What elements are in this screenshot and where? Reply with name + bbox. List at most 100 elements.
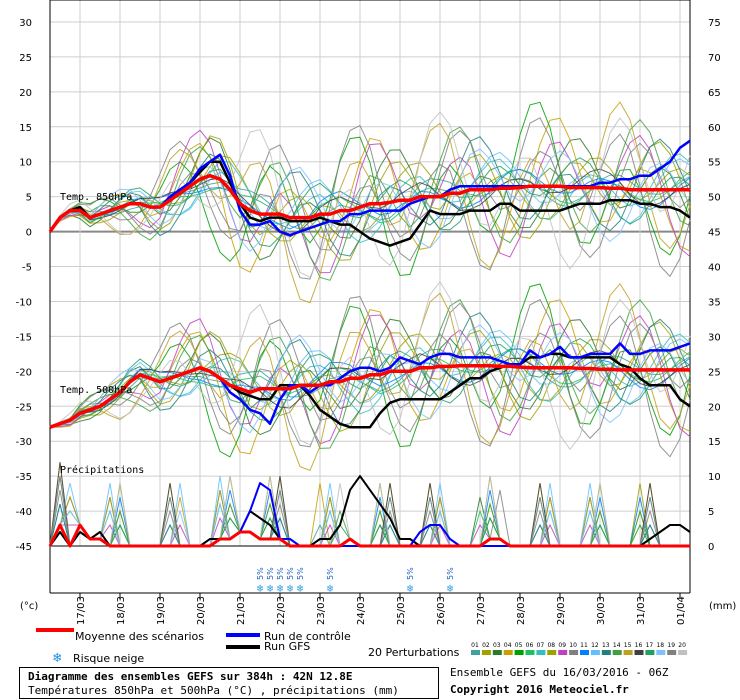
perturbation-id-label: 16 [635,642,643,649]
x-tick-label: 22/03 [276,596,287,625]
left-tick-label: -10 [16,297,32,308]
perturbation-line [49,280,691,451]
perturbation-swatch [492,650,502,655]
left-tick-label: -15 [16,332,32,343]
right-tick-label: 5 [708,507,714,518]
perturbation-line [49,118,691,281]
perturbation-line [49,282,691,472]
perturbation-swatch [481,650,491,655]
right-tick-label: 55 [708,158,721,169]
perturbation-line [49,302,691,440]
perturbation-id-label: 09 [558,642,566,649]
perturbation-id-label: 06 [526,642,534,649]
perturbation-swatch [503,650,513,655]
perturbation-id-label: 19 [667,642,675,649]
x-tick-label: 26/03 [436,596,447,625]
left-tick-label: -45 [16,542,32,553]
right-tick-label: 50 [708,193,721,204]
x-tick-label: 17/03 [76,596,87,625]
right-tick-label: 0 [708,542,714,553]
t500-panel-label: Temp. 500hPa [60,385,132,396]
perturbation-line [49,136,691,257]
snow-risk-icon: ❄ [267,582,274,595]
legend-perturbations-label: 20 Perturbations [368,646,460,659]
right-unit-label: (mm) [709,601,736,612]
perturbation-line [49,111,691,278]
perturbation-id-label: 15 [624,642,632,649]
perturbation-id-label: 18 [656,642,664,649]
right-tick-label: 70 [708,53,721,64]
perturbation-swatch [558,650,568,655]
perturbation-id-label: 11 [580,642,588,649]
x-tick-label: 21/03 [236,596,247,625]
perturbation-id-label: 20 [678,642,686,649]
legend-control-label: Run de contrôle [264,630,351,643]
perturbation-id-label: 05 [515,642,523,649]
perturbation-swatch [590,650,600,655]
perturbation-line [49,117,691,280]
perturbation-line [49,312,691,428]
left-tick-label: 20 [19,88,32,99]
x-tick-label: 23/03 [316,596,327,625]
plot-frame [49,0,691,547]
precip-panel-label: Précipitations [60,464,144,476]
legend-mean [36,628,74,632]
perturbation-id-label: 03 [493,642,501,649]
snow-risk-icon: ❄ [407,582,414,595]
x-tick-label: 27/03 [476,596,487,625]
chart-grid [49,0,691,594]
legend-snow-label: Risque neige [73,652,145,665]
left-tick-label: 0 [26,228,32,239]
perturbation-line [49,348,691,428]
snow-risk-label: 5% [276,567,285,580]
legend-mean-label: Moyenne des scénarios [75,630,204,643]
perturbation-id-label: 17 [646,642,654,649]
right-tick-label: 65 [708,88,721,99]
t850-panel-label: Temp. 850hPa [60,192,132,203]
perturbation-line [49,129,691,262]
snowflake-icon: ❄ [53,650,62,666]
perturbation-id-label: 13 [602,642,610,649]
perturbation-swatch [623,650,633,655]
perturbation-swatch [525,650,535,655]
x-tick-label: 30/03 [596,596,607,625]
mean-t850-line [48,173,690,233]
perturbation-line [49,168,691,232]
ensemble-run-label: Ensemble GEFS du 16/03/2016 - 06Z [450,666,669,679]
perturbation-swatch [656,650,666,655]
snow-risk-label: 5% [296,567,305,580]
perturbation-line [49,168,691,238]
right-tick-label: 15 [708,437,721,448]
left-tick-label: -5 [22,263,32,274]
snow-risk-icon: ❄ [277,582,284,595]
perturbation-swatch [536,650,546,655]
perturbation-id-label: 02 [482,642,490,649]
info-box: Diagramme des ensembles GEFS sur 384h : … [19,667,439,699]
perturbation-id-label: 08 [547,642,555,649]
right-tick-label: 45 [708,228,721,239]
perturbation-line [49,296,691,458]
snow-risk-label: 5% [326,567,335,580]
perturbation-line [49,298,691,449]
snow-risk-label: 5% [406,567,415,580]
x-tick-label: 01/04 [676,596,687,625]
left-tick-label: 5 [26,193,32,204]
perturbation-swatch [667,650,677,655]
perturbation-id-label: 01 [471,642,479,649]
snow-risk-icon: ❄ [447,582,454,595]
perturbation-swatch [569,650,579,655]
perturbation-line [49,135,691,261]
mean-precip-line [48,523,690,548]
x-tick-label: 31/03 [636,596,647,625]
legend-gfs-label: Run GFS [264,640,311,653]
left-tick-label: -30 [16,437,32,448]
perturbation-swatch [471,650,480,655]
legend-gfs [226,645,260,649]
perturbation-swatch [678,650,688,655]
x-tick-label: 25/03 [396,596,407,625]
snow-risk-label: 5% [286,567,295,580]
perturbation-id-label: 14 [613,642,621,649]
right-tick-label: 10 [708,472,721,483]
perturbation-swatch [601,650,611,655]
